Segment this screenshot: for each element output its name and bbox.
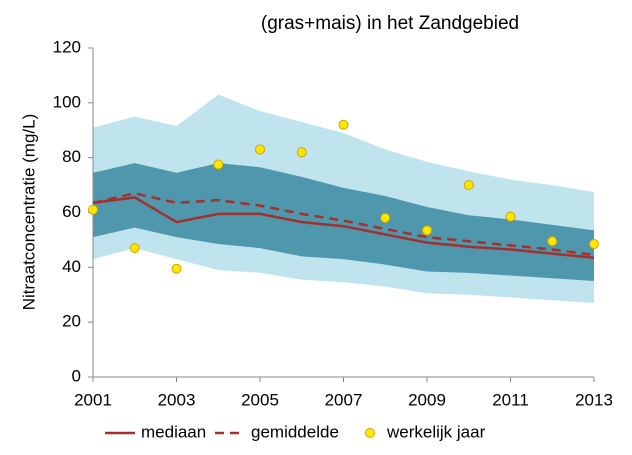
point (463, 180, 474, 191)
y-tick-label: 40 (62, 257, 81, 276)
point (255, 144, 265, 155)
chart-title: (gras+mais) in het Zandgebied (261, 13, 519, 34)
legend-label: werkelijk jaar (386, 422, 486, 441)
point (129, 243, 140, 254)
point (213, 159, 224, 170)
x-tick-label: 2001 (74, 390, 112, 409)
legend-label: mediaan (141, 422, 206, 441)
x-tick-label: 2005 (241, 390, 279, 409)
point (505, 211, 516, 222)
y-tick-label: 60 (62, 202, 81, 221)
y-tick-label: 0 (72, 366, 81, 385)
point (422, 225, 432, 236)
band (93, 163, 594, 282)
y-tick-label: 100 (53, 92, 81, 111)
point (589, 239, 599, 250)
point (380, 212, 391, 223)
point (171, 263, 182, 274)
y-tick-label: 80 (62, 147, 81, 166)
point (296, 147, 307, 158)
y-tick-label: 120 (53, 37, 81, 56)
x-tick-label: 2011 (492, 390, 529, 409)
y-axis-label: Nitraatconcentratie (mg/L) (19, 114, 38, 311)
x-tick-label: 2009 (408, 390, 446, 409)
x-tick-label: 2013 (575, 390, 613, 409)
point (338, 119, 349, 130)
legend-swatch (365, 428, 375, 438)
point (88, 204, 98, 215)
point (547, 236, 558, 247)
y-tick-label: 20 (62, 312, 81, 331)
series-line (92, 192, 595, 257)
x-tick-label: 2003 (158, 390, 196, 409)
series-line (92, 196, 595, 259)
legend-label: gemiddelde (251, 422, 339, 441)
x-tick-label: 2007 (325, 390, 363, 409)
